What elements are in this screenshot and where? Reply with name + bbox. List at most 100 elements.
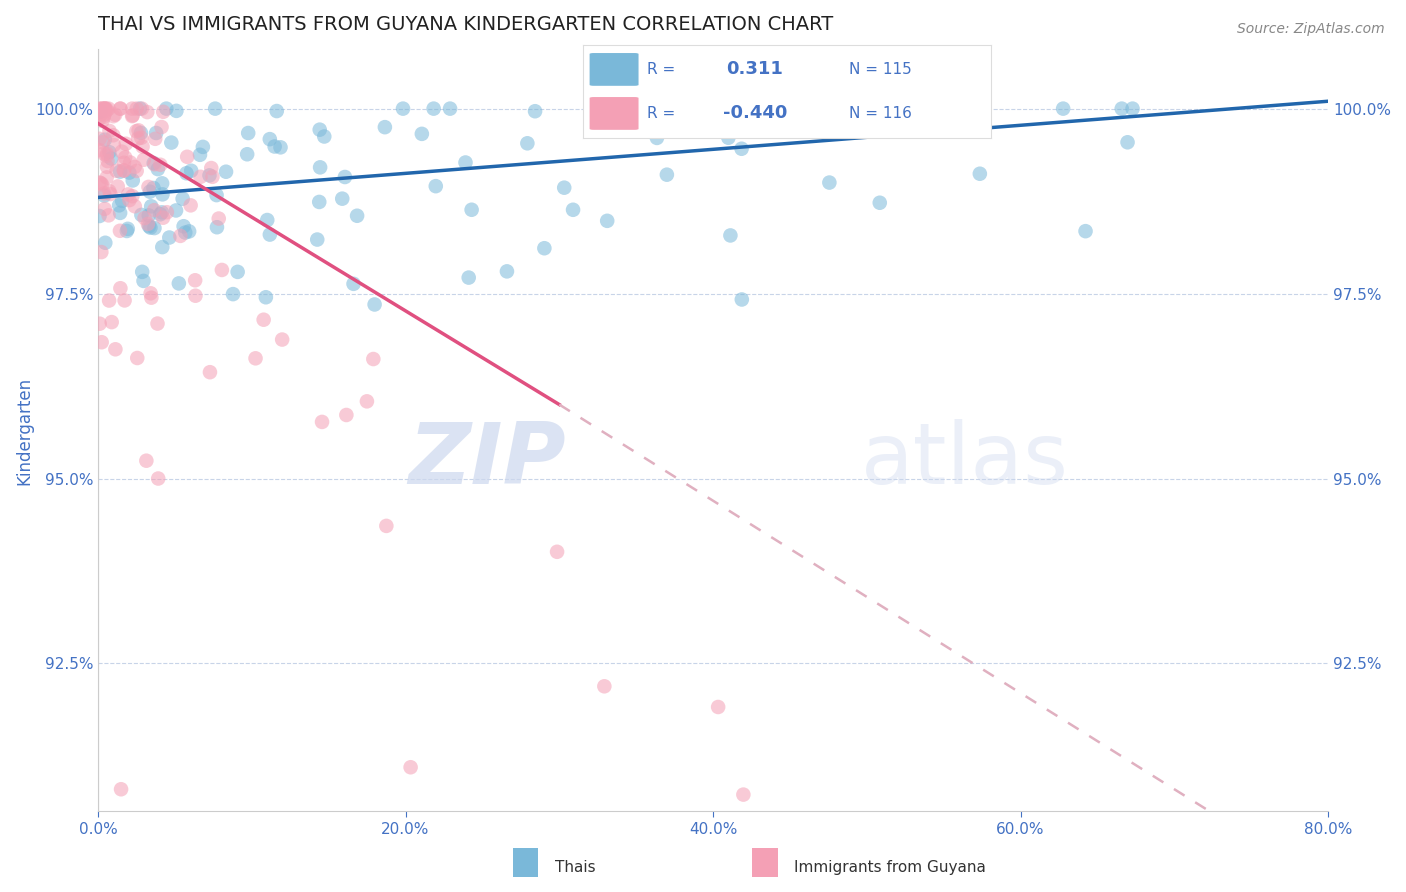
Point bbox=[96, 103, 118, 118]
Point bbox=[160, 136, 183, 150]
Point bbox=[184, 289, 207, 303]
Point bbox=[238, 126, 260, 140]
Point bbox=[118, 165, 141, 179]
Point bbox=[167, 277, 190, 291]
Point bbox=[152, 104, 174, 119]
Point bbox=[533, 241, 555, 255]
Point bbox=[91, 136, 114, 150]
Text: atlas: atlas bbox=[860, 419, 1069, 502]
Point bbox=[98, 184, 121, 198]
Point bbox=[103, 109, 125, 123]
Point bbox=[143, 221, 166, 235]
Point bbox=[150, 120, 173, 134]
Point bbox=[118, 193, 141, 207]
Point bbox=[392, 102, 415, 116]
Point bbox=[108, 102, 131, 116]
Point bbox=[524, 104, 547, 119]
Point bbox=[131, 102, 153, 116]
Point bbox=[97, 102, 120, 116]
Point bbox=[108, 206, 131, 220]
Point bbox=[156, 205, 179, 219]
Point bbox=[454, 155, 477, 169]
Point bbox=[333, 169, 356, 184]
Point bbox=[516, 136, 538, 151]
Point bbox=[93, 202, 115, 216]
Point bbox=[733, 788, 755, 802]
Point bbox=[104, 343, 127, 357]
Point bbox=[117, 187, 139, 202]
Point bbox=[127, 131, 149, 145]
Point bbox=[198, 169, 221, 183]
Point bbox=[422, 102, 444, 116]
Text: Immigrants from Guyana: Immigrants from Guyana bbox=[794, 860, 986, 874]
Point bbox=[93, 102, 115, 116]
Point bbox=[546, 545, 568, 559]
Point bbox=[125, 164, 148, 178]
Point bbox=[97, 208, 120, 222]
Point bbox=[108, 198, 131, 212]
Point bbox=[253, 312, 276, 326]
Point bbox=[180, 163, 202, 178]
Point bbox=[1122, 102, 1144, 116]
Point bbox=[96, 154, 118, 169]
Point bbox=[149, 207, 172, 221]
Text: N = 116: N = 116 bbox=[849, 106, 911, 121]
Point bbox=[308, 194, 330, 209]
Point bbox=[105, 164, 128, 178]
Point bbox=[93, 110, 115, 124]
Point bbox=[91, 102, 114, 116]
Point bbox=[114, 151, 136, 165]
Point bbox=[103, 128, 125, 143]
Point bbox=[342, 277, 364, 291]
Point bbox=[176, 166, 198, 180]
Point bbox=[143, 132, 166, 146]
Point bbox=[596, 214, 619, 228]
Point bbox=[143, 203, 166, 218]
Point bbox=[96, 146, 118, 161]
Point bbox=[150, 240, 173, 254]
Point bbox=[110, 102, 132, 116]
Point bbox=[201, 169, 224, 184]
Point bbox=[100, 315, 122, 329]
Point bbox=[131, 208, 153, 222]
Point bbox=[139, 185, 162, 199]
Point bbox=[779, 112, 801, 127]
Point bbox=[208, 211, 231, 226]
Point bbox=[169, 228, 191, 243]
Point bbox=[96, 149, 118, 163]
Point bbox=[98, 145, 121, 160]
Point bbox=[96, 102, 118, 116]
Text: R =: R = bbox=[647, 106, 675, 121]
Point bbox=[1052, 102, 1074, 116]
Point bbox=[93, 186, 115, 201]
Point bbox=[174, 226, 197, 240]
Point bbox=[245, 351, 267, 366]
Point bbox=[165, 203, 187, 218]
Point bbox=[121, 189, 143, 203]
Point bbox=[98, 293, 121, 308]
Point bbox=[100, 152, 122, 166]
Point bbox=[128, 123, 150, 137]
Point bbox=[356, 394, 378, 409]
Point bbox=[89, 104, 111, 119]
Point bbox=[346, 209, 368, 223]
Text: N = 115: N = 115 bbox=[849, 62, 911, 77]
Point bbox=[1074, 224, 1097, 238]
Point bbox=[731, 293, 754, 307]
Point bbox=[114, 293, 136, 308]
Point bbox=[96, 170, 118, 185]
Point bbox=[399, 760, 422, 774]
Point bbox=[124, 199, 146, 213]
Y-axis label: Kindergarten: Kindergarten bbox=[15, 376, 32, 484]
Point bbox=[111, 145, 134, 159]
Point bbox=[142, 181, 165, 195]
Point bbox=[132, 274, 155, 288]
Point bbox=[121, 102, 143, 116]
Point bbox=[90, 107, 112, 121]
Point bbox=[200, 161, 222, 175]
Point bbox=[89, 102, 111, 116]
Point bbox=[131, 265, 153, 279]
Point bbox=[90, 245, 112, 260]
Point bbox=[134, 211, 156, 225]
Point bbox=[98, 124, 121, 138]
